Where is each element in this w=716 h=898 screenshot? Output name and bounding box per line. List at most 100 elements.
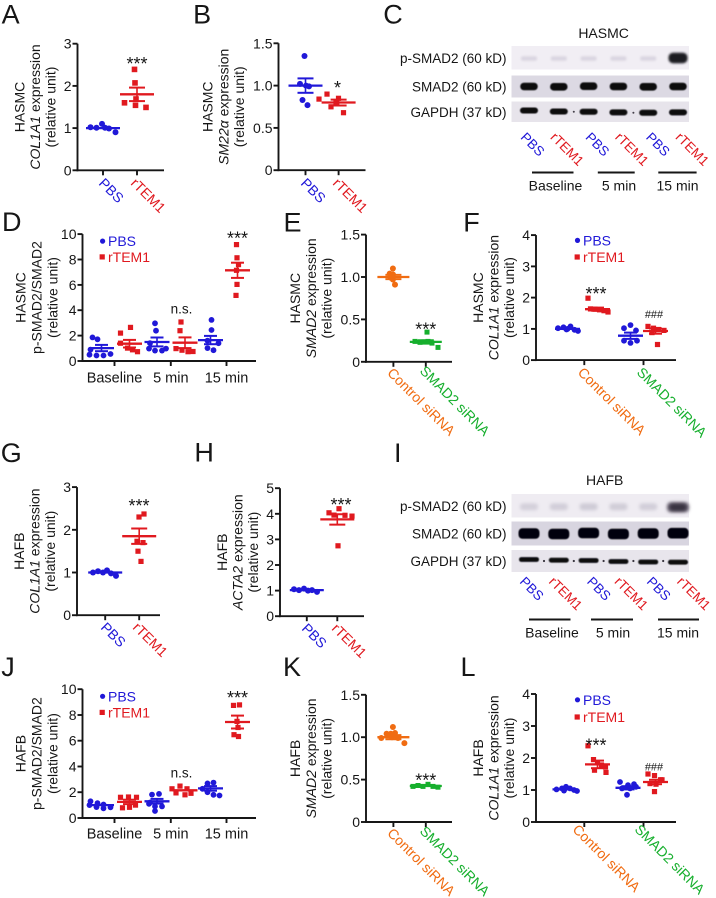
svg-text:0: 0	[64, 162, 72, 178]
svg-text:0.5: 0.5	[341, 772, 361, 788]
svg-text:(relative unit): (relative unit)	[501, 257, 517, 338]
svg-text:0: 0	[69, 353, 77, 369]
svg-text:HAFB: HAFB	[470, 739, 486, 776]
svg-text:10: 10	[61, 226, 77, 242]
svg-text:0: 0	[265, 162, 273, 178]
svg-text:5 min: 5 min	[153, 371, 188, 387]
svg-text:0: 0	[69, 810, 77, 826]
svg-text:HASMC: HASMC	[12, 82, 28, 133]
svg-text:***: ***	[585, 735, 606, 755]
svg-text:HAFB: HAFB	[214, 534, 230, 571]
svg-text:Baseline: Baseline	[87, 827, 143, 843]
svg-text:HAFB: HAFB	[586, 472, 623, 488]
svg-text:0: 0	[352, 814, 360, 830]
svg-text:###: ###	[645, 309, 664, 321]
svg-text:15 min: 15 min	[657, 625, 699, 641]
svg-text:###: ###	[645, 762, 664, 774]
svg-text:3: 3	[522, 718, 530, 734]
svg-text:3: 3	[266, 531, 274, 547]
svg-text:4: 4	[522, 227, 530, 243]
svg-text:2: 2	[266, 557, 274, 573]
svg-text:(relative unit): (relative unit)	[319, 258, 335, 339]
svg-text:1: 1	[64, 120, 72, 136]
svg-text:4: 4	[522, 686, 530, 702]
svg-text:*: *	[334, 78, 341, 98]
svg-text:COL1A1 expression: COL1A1 expression	[486, 235, 502, 360]
svg-text:HAFB: HAFB	[287, 740, 303, 777]
svg-text:6: 6	[69, 277, 77, 293]
svg-text:0.5: 0.5	[253, 120, 273, 136]
svg-text:A: A	[2, 0, 20, 29]
svg-text:(relative unit): (relative unit)	[245, 512, 261, 593]
svg-text:0: 0	[63, 607, 71, 623]
svg-text:COL1A1 expression: COL1A1 expression	[27, 489, 43, 614]
svg-text:SMAD2 (60 kD): SMAD2 (60 kD)	[412, 527, 507, 542]
svg-text:3: 3	[522, 258, 530, 274]
svg-text:4: 4	[69, 759, 77, 775]
svg-text:SMAD2 expression: SMAD2 expression	[303, 238, 319, 358]
svg-text:1.0: 1.0	[341, 269, 361, 285]
svg-text:1: 1	[522, 782, 530, 798]
svg-text:8: 8	[69, 707, 77, 723]
svg-text:PBS: PBS	[108, 688, 136, 704]
svg-text:2: 2	[63, 522, 71, 538]
svg-text:G: G	[1, 438, 22, 468]
svg-text:8: 8	[69, 252, 77, 268]
svg-text:***: ***	[128, 496, 149, 516]
svg-text:Baseline: Baseline	[525, 625, 579, 641]
svg-text:p-SMAD2 (60 kD): p-SMAD2 (60 kD)	[400, 51, 507, 66]
svg-text:rTEM1: rTEM1	[108, 249, 150, 265]
svg-text:5: 5	[266, 480, 274, 496]
svg-text:SMAD2 (60 kD): SMAD2 (60 kD)	[412, 80, 507, 95]
svg-text:0: 0	[266, 608, 274, 624]
svg-text:2: 2	[64, 78, 72, 94]
svg-text:5 min: 5 min	[596, 625, 630, 641]
svg-text:***: ***	[415, 319, 436, 339]
svg-text:HASMC: HASMC	[578, 25, 629, 41]
svg-text:***: ***	[415, 771, 436, 791]
svg-text:GAPDH (37 kD): GAPDH (37 kD)	[410, 105, 506, 120]
svg-text:B: B	[193, 0, 211, 29]
svg-text:(relative unit): (relative unit)	[42, 511, 58, 592]
svg-text:(relative unit): (relative unit)	[319, 718, 335, 799]
svg-text:15 min: 15 min	[205, 827, 249, 843]
svg-text:p-SMAD2/SMAD2: p-SMAD2/SMAD2	[29, 697, 45, 810]
svg-text:2: 2	[522, 290, 530, 306]
svg-text:10: 10	[61, 681, 77, 697]
svg-text:***: ***	[227, 688, 248, 708]
svg-text:(relative unit): (relative unit)	[45, 713, 61, 794]
svg-text:1: 1	[266, 583, 274, 599]
svg-text:Baseline: Baseline	[529, 178, 583, 194]
svg-text:0.5: 0.5	[341, 311, 361, 327]
svg-text:rTEM1: rTEM1	[583, 709, 625, 725]
svg-text:3: 3	[64, 36, 72, 52]
svg-text:L: L	[461, 652, 476, 682]
svg-text:***: ***	[330, 495, 351, 515]
svg-text:SMAD2 expression: SMAD2 expression	[303, 698, 319, 818]
svg-text:1: 1	[522, 321, 530, 337]
svg-text:E: E	[284, 207, 302, 237]
svg-text:2: 2	[69, 328, 77, 344]
svg-text:HAFB: HAFB	[11, 532, 27, 569]
svg-text:5 min: 5 min	[153, 827, 188, 843]
svg-text:0: 0	[352, 354, 360, 370]
svg-text:n.s.: n.s.	[171, 302, 193, 317]
svg-text:rTEM1: rTEM1	[108, 704, 150, 720]
svg-text:***: ***	[227, 229, 248, 249]
svg-text:(relative unit): (relative unit)	[501, 718, 517, 799]
svg-text:(relative unit): (relative unit)	[45, 257, 61, 338]
svg-text:4: 4	[69, 302, 77, 318]
svg-text:K: K	[283, 652, 301, 682]
svg-text:COL1A1 expression: COL1A1 expression	[486, 695, 502, 820]
svg-text:5 min: 5 min	[602, 178, 636, 194]
svg-text:ACTA2 expression: ACTA2 expression	[230, 494, 246, 611]
svg-text:1.0: 1.0	[253, 78, 273, 94]
svg-text:(relative unit): (relative unit)	[43, 67, 59, 148]
svg-text:p-SMAD2/SMAD2: p-SMAD2/SMAD2	[29, 241, 45, 354]
svg-text:COL1A1 expression: COL1A1 expression	[27, 44, 43, 169]
svg-text:C: C	[383, 0, 403, 29]
svg-text:4: 4	[266, 506, 274, 522]
svg-text:1: 1	[63, 565, 71, 581]
svg-text:(relative unit): (relative unit)	[231, 66, 247, 147]
svg-text:F: F	[463, 207, 480, 237]
